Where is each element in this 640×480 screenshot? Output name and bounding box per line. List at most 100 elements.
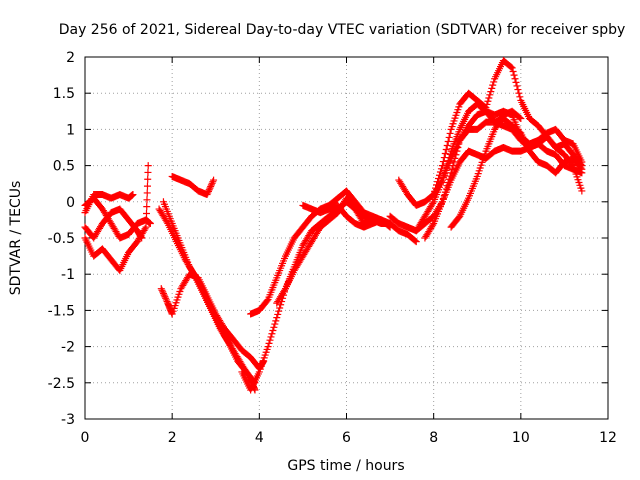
data-point	[489, 81, 497, 89]
data-point	[577, 160, 585, 168]
data-point	[412, 238, 420, 246]
data-point	[162, 294, 170, 302]
x-tick-label: 10	[512, 430, 530, 446]
data-point	[264, 343, 272, 351]
data-point	[436, 168, 444, 176]
data-point	[143, 189, 151, 197]
y-tick-labels: -3 -2.5 -2 -1.5 -1 -0.5 0 0.5 1 1.5 2	[48, 50, 75, 428]
y-tick-label: -2	[61, 340, 75, 356]
data-point	[162, 296, 170, 304]
data-point	[510, 71, 518, 79]
data-point	[144, 162, 152, 170]
data-point	[445, 175, 453, 183]
data-point	[443, 141, 451, 149]
data-point	[443, 160, 451, 168]
x-tick-label: 12	[599, 430, 617, 446]
y-tick-label: -1.5	[48, 303, 75, 319]
data-point	[442, 185, 450, 193]
data-point	[159, 290, 167, 298]
y-tick-label: 0	[66, 195, 75, 211]
data-point	[430, 191, 438, 199]
data-point	[411, 237, 419, 245]
y-tick-label: -0.5	[48, 231, 75, 247]
data-point	[513, 82, 521, 90]
data-point	[158, 286, 166, 294]
data-point	[224, 337, 232, 345]
data-point	[441, 150, 449, 158]
data-point	[143, 203, 151, 211]
data-point	[507, 63, 515, 71]
data-point	[444, 137, 452, 145]
data-point	[454, 144, 462, 151]
data-point	[275, 307, 283, 315]
data-point	[483, 100, 491, 108]
data-point	[207, 181, 215, 189]
data-point	[440, 191, 448, 199]
axis-ticks	[84, 56, 609, 420]
data-point	[451, 154, 459, 162]
data-point	[509, 67, 517, 75]
data-point	[203, 191, 211, 199]
data-point	[263, 297, 271, 305]
series-track-2	[81, 162, 152, 275]
y-tick-label: 1.5	[53, 86, 75, 102]
data-point	[445, 133, 453, 141]
data-point	[270, 323, 278, 331]
data-point	[144, 175, 152, 183]
data-point	[160, 291, 168, 299]
data-point	[578, 162, 586, 170]
data-point	[435, 174, 443, 182]
data-point	[271, 320, 279, 328]
data-point	[440, 170, 448, 178]
data-point	[265, 339, 273, 347]
data-point	[434, 178, 442, 186]
data-point	[433, 181, 441, 189]
y-tick-label: -3	[61, 412, 75, 428]
data-point	[161, 293, 169, 301]
data-point	[431, 187, 439, 195]
data-point	[486, 91, 494, 99]
y-tick-label: -1	[61, 267, 75, 283]
data-point	[438, 162, 446, 170]
data-point	[386, 220, 394, 228]
data-point	[208, 179, 216, 187]
data-point	[516, 93, 524, 101]
data-point	[437, 165, 445, 173]
data-point	[204, 187, 212, 195]
data-point	[163, 218, 171, 226]
data-point	[142, 223, 150, 231]
data-point	[206, 184, 214, 192]
data-point	[269, 327, 277, 335]
data-point	[514, 86, 522, 94]
data-point	[515, 89, 523, 97]
data-point	[143, 182, 151, 190]
data-point	[442, 146, 450, 154]
series-track-3	[81, 191, 137, 217]
x-tick-labels: 0 2 4 6 8 10 12	[81, 430, 617, 446]
x-axis-label: GPS time / hours	[287, 458, 404, 474]
data-point	[455, 140, 463, 148]
series-track-17	[430, 57, 586, 199]
data-point	[267, 333, 275, 341]
series-track-12	[299, 201, 394, 231]
data-point	[274, 310, 282, 318]
x-tick-label: 2	[168, 430, 177, 446]
x-tick-label: 4	[255, 430, 264, 446]
chart-title: Day 256 of 2021, Sidereal Day-to-day VTE…	[59, 22, 626, 38]
data-point	[441, 166, 449, 174]
series-track-5	[168, 172, 218, 199]
x-tick-label: 8	[429, 430, 438, 446]
data-point	[444, 157, 452, 165]
y-tick-label: 0.5	[53, 159, 75, 175]
data-point	[511, 75, 519, 83]
y-tick-label: -2.5	[48, 376, 75, 392]
data-point	[484, 97, 492, 105]
series-track-8	[157, 270, 268, 372]
data-point	[452, 151, 460, 159]
data-point	[138, 234, 146, 242]
data-point	[448, 165, 456, 173]
data-point	[482, 104, 490, 112]
grid-lines	[85, 57, 608, 419]
data-point	[429, 199, 437, 207]
